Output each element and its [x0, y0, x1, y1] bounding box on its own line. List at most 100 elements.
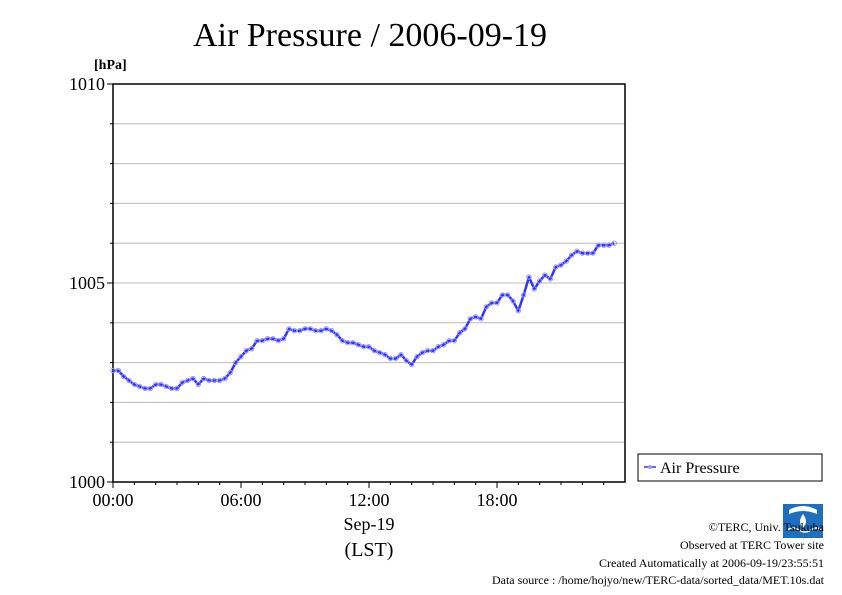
data-point [339, 338, 346, 344]
x-tick-label: 06:00 [220, 490, 261, 510]
data-point [259, 338, 266, 344]
data-point [424, 347, 431, 354]
x-tick-label: 12:00 [348, 490, 389, 510]
data-point [243, 347, 250, 354]
data-point [328, 328, 335, 334]
data-point [606, 242, 612, 248]
data-point [430, 347, 436, 354]
y-tick-label: 1000 [69, 472, 105, 492]
data-point [264, 336, 271, 342]
y-axis-unit-label: [hPa] [94, 58, 127, 73]
axis-ticks: 1000 1005 1010 00:00 06:00 12:00 18:00 [69, 74, 605, 510]
data-point [296, 328, 303, 334]
data-point [494, 300, 500, 306]
data-point [510, 298, 516, 304]
data-point [440, 341, 447, 348]
data-point [584, 250, 591, 256]
x-axis-date-label: Sep-19 [344, 514, 395, 534]
data-point [254, 338, 260, 344]
data-point [499, 292, 506, 298]
data-point [574, 248, 580, 254]
data-point [552, 264, 559, 270]
data-point [371, 347, 378, 354]
data-point [488, 300, 495, 306]
data-point [131, 381, 138, 388]
data-point [115, 367, 122, 374]
data-point [184, 377, 191, 384]
data-point [350, 340, 356, 346]
data-point [392, 355, 399, 362]
data-point [536, 278, 543, 284]
data-point [526, 274, 532, 280]
data-point [291, 328, 298, 334]
data-point [318, 328, 324, 334]
data-point [195, 381, 202, 388]
data-point [360, 343, 367, 350]
data-point [227, 369, 234, 376]
data-point [590, 250, 596, 256]
data-point [611, 240, 618, 246]
data-point [467, 316, 474, 322]
data-point [179, 379, 186, 386]
data-point [142, 385, 148, 392]
x-tick-label: 00:00 [92, 490, 133, 510]
data-point [547, 276, 554, 282]
data-point [462, 326, 468, 332]
data-point [302, 326, 308, 332]
data-point [472, 314, 479, 320]
data-point [446, 338, 452, 344]
data-point [600, 242, 607, 248]
data-point [275, 338, 282, 344]
data-point [504, 292, 511, 298]
data-point [403, 357, 410, 364]
data-point [478, 316, 484, 322]
data-point [216, 377, 223, 384]
terc-logo [783, 504, 823, 538]
data-point [222, 375, 228, 382]
footer-observed: Observed at TERC Tower site [679, 538, 824, 552]
chart-title: Air Pressure / 2006-09-19 [193, 17, 547, 54]
data-point [366, 343, 372, 350]
data-point [408, 361, 415, 368]
grid [113, 123, 625, 443]
data-point [158, 381, 164, 388]
data-point [238, 353, 244, 360]
data-point [382, 351, 388, 358]
series-line [113, 242, 615, 390]
data-point [579, 250, 586, 256]
footer-created: Created Automatically at 2006-09-19/23:5… [599, 556, 824, 570]
y-tick-label: 1010 [69, 74, 105, 94]
data-point [211, 377, 218, 384]
data-point [312, 328, 319, 334]
y-tick-label: 1005 [69, 273, 105, 293]
data-point [595, 242, 602, 248]
data-point [435, 343, 442, 350]
series-air-pressure [110, 240, 618, 392]
footer-copyright: ©TERC, Univ. Tsukuba [708, 520, 824, 534]
data-point [419, 349, 426, 356]
data-point [531, 286, 538, 292]
data-point [190, 375, 196, 382]
data-point [136, 383, 143, 390]
data-point [147, 385, 154, 392]
data-point [323, 326, 330, 332]
data-point [520, 292, 527, 298]
data-point [270, 336, 276, 342]
data-point [344, 340, 351, 346]
legend: Air Pressure [637, 453, 823, 482]
data-point [456, 330, 463, 336]
data-point [334, 332, 340, 338]
data-point [174, 385, 180, 392]
data-point [120, 373, 127, 380]
data-point [387, 355, 394, 362]
data-point [307, 326, 314, 332]
data-point [483, 304, 490, 310]
x-tick-label: 18:00 [476, 490, 517, 510]
data-point [110, 367, 116, 374]
data-point [168, 385, 175, 392]
legend-label-air-pressure: Air Pressure [660, 460, 740, 477]
data-point [563, 258, 570, 264]
data-point [568, 252, 575, 258]
data-point [280, 336, 287, 342]
